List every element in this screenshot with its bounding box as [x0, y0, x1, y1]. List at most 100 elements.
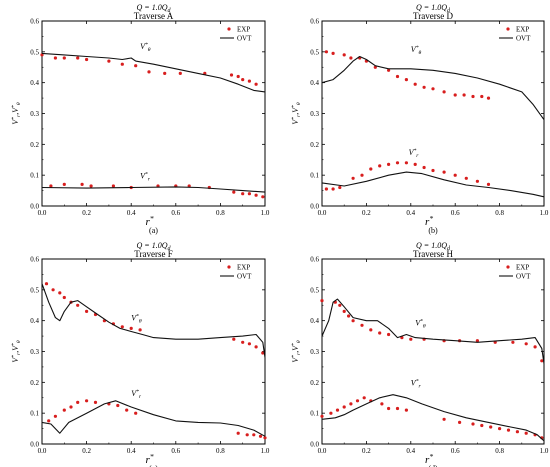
- exp-point: [320, 414, 324, 418]
- y-tick-label: 0.1: [30, 172, 39, 180]
- exp-point: [533, 345, 537, 349]
- flow-condition-label: Q = 1.0Qd: [137, 241, 172, 252]
- exp-point: [351, 319, 355, 323]
- exp-point: [163, 71, 167, 75]
- exp-point: [464, 176, 468, 180]
- exp-point: [261, 195, 265, 199]
- curve-annotation: V*θ: [415, 318, 426, 329]
- exp-point: [471, 94, 475, 99]
- exp-point: [355, 399, 360, 403]
- exp-point: [331, 51, 335, 56]
- legend-exp-marker: [506, 27, 510, 31]
- ovt-curve: [41, 52, 266, 93]
- x-tick-label: 0.0: [38, 447, 47, 455]
- exp-point: [134, 411, 138, 415]
- exp-point: [232, 190, 236, 194]
- exp-point: [120, 325, 124, 329]
- exp-point: [47, 419, 51, 423]
- x-tick-label: 0.4: [127, 209, 136, 217]
- exp-point: [62, 408, 66, 412]
- curve-annotation: V*r: [409, 148, 420, 159]
- legend-ovt-label: OVT: [516, 273, 531, 281]
- exp-point: [462, 93, 466, 97]
- exp-point: [229, 73, 234, 77]
- plot-frame: [321, 258, 545, 445]
- exp-point: [422, 85, 426, 89]
- exp-point: [258, 434, 263, 438]
- exp-point: [111, 184, 115, 188]
- exp-point: [232, 337, 236, 341]
- exp-point: [524, 342, 528, 346]
- exp-point: [347, 314, 351, 318]
- exp-point: [404, 161, 408, 165]
- y-tick-label: 0.1: [30, 410, 39, 418]
- exp-point: [486, 96, 491, 100]
- x-tick-label: 0.0: [318, 209, 327, 217]
- flow-condition-label: Q = 1.0Qd: [416, 241, 451, 252]
- exp-point: [380, 402, 384, 406]
- exp-point: [351, 176, 355, 180]
- y-axis-label: V*r,V*θ: [11, 102, 22, 125]
- exp-point: [247, 79, 251, 83]
- x-tick-label: 1.0: [261, 209, 270, 217]
- exp-point: [540, 359, 544, 363]
- x-tick-label: 0.2: [362, 209, 371, 217]
- legend-ovt-label: OVT: [516, 35, 531, 43]
- y-tick-label: 0.0: [310, 203, 319, 211]
- exp-point: [458, 420, 462, 424]
- exp-point: [349, 402, 353, 406]
- exp-point: [480, 94, 484, 99]
- panel-caption: (a): [149, 226, 158, 235]
- curve-annotation: V*θ: [140, 42, 151, 53]
- exp-point: [107, 59, 111, 63]
- exp-point: [40, 53, 44, 57]
- legend-exp-label: EXP: [237, 264, 250, 272]
- x-tick-label: 1.0: [540, 447, 549, 455]
- exp-point: [245, 433, 249, 437]
- curve-annotation: V*θ: [411, 45, 422, 56]
- exp-point: [360, 173, 364, 177]
- exp-point: [331, 187, 335, 191]
- curve-annotation: V*r: [131, 389, 142, 400]
- y-tick-label: 0.0: [310, 441, 319, 449]
- y-tick-label: 0.5: [310, 286, 319, 294]
- exp-point: [58, 291, 62, 295]
- ovt-curve: [41, 186, 266, 193]
- exp-point: [431, 87, 435, 91]
- y-axis-label-group: V*r,V*θ: [291, 340, 302, 363]
- y-tick-label: 0.4: [310, 317, 319, 325]
- exp-point: [254, 193, 258, 197]
- exp-point: [453, 93, 457, 97]
- y-axis-label: V*r,V*θ: [291, 102, 302, 125]
- legend-exp-marker: [506, 265, 510, 269]
- exp-point: [241, 340, 245, 344]
- exp-point: [342, 309, 346, 313]
- exp-point: [320, 299, 324, 303]
- exp-point: [49, 184, 53, 188]
- exp-point: [85, 309, 89, 313]
- exp-point: [395, 74, 400, 79]
- exp-point: [413, 162, 417, 166]
- exp-point: [80, 182, 84, 186]
- exp-point: [373, 65, 377, 69]
- exp-point: [44, 282, 49, 286]
- y-tick-label: 0.0: [30, 203, 39, 211]
- exp-point: [524, 431, 528, 435]
- y-tick-label: 0.2: [310, 141, 319, 149]
- x-tick-label: 0.8: [216, 447, 225, 455]
- y-tick-label: 0.3: [310, 110, 319, 118]
- exp-point: [442, 170, 446, 174]
- exp-point: [378, 331, 382, 335]
- exp-point: [254, 82, 258, 86]
- y-axis-label: V*r,V*θ: [291, 340, 302, 363]
- x-tick-label: 0.2: [82, 447, 91, 455]
- exp-point: [134, 64, 138, 68]
- x-tick-label: 1.0: [540, 209, 549, 217]
- y-tick-label: 0.3: [30, 348, 39, 356]
- flow-condition-label: Q = 1.0Qd: [416, 3, 451, 14]
- panel-title: Traverse H: [413, 249, 453, 259]
- exp-point: [247, 192, 251, 196]
- exp-point: [76, 400, 80, 404]
- exp-point: [76, 56, 80, 60]
